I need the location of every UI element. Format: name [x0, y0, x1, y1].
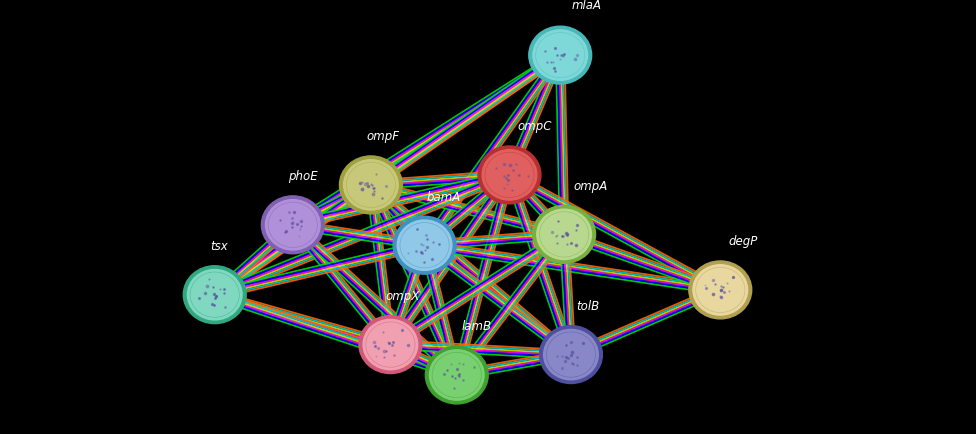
- Ellipse shape: [689, 261, 752, 319]
- Ellipse shape: [183, 266, 246, 324]
- Ellipse shape: [693, 265, 748, 315]
- Ellipse shape: [397, 220, 452, 270]
- Ellipse shape: [540, 326, 602, 384]
- Text: ompC: ompC: [517, 120, 551, 133]
- Ellipse shape: [359, 316, 422, 374]
- Ellipse shape: [533, 205, 595, 263]
- Ellipse shape: [533, 30, 588, 80]
- Ellipse shape: [478, 146, 541, 204]
- Text: bamA: bamA: [427, 191, 461, 204]
- Text: mlaA: mlaA: [572, 0, 602, 12]
- Ellipse shape: [429, 350, 484, 400]
- Text: tsx: tsx: [210, 240, 227, 253]
- Text: degP: degP: [728, 235, 757, 248]
- Ellipse shape: [537, 209, 591, 260]
- Ellipse shape: [393, 216, 456, 274]
- Ellipse shape: [187, 270, 242, 320]
- Text: tolB: tolB: [576, 300, 599, 313]
- Ellipse shape: [482, 150, 537, 200]
- Ellipse shape: [265, 200, 320, 250]
- Text: ompF: ompF: [366, 130, 399, 143]
- Ellipse shape: [262, 196, 324, 254]
- Ellipse shape: [363, 319, 418, 370]
- Ellipse shape: [544, 329, 598, 380]
- Text: ompX: ompX: [386, 290, 420, 303]
- Text: lamB: lamB: [462, 320, 492, 333]
- Ellipse shape: [344, 160, 398, 210]
- Ellipse shape: [340, 156, 402, 214]
- Text: phoE: phoE: [288, 170, 317, 183]
- Text: ompA: ompA: [574, 180, 608, 193]
- Ellipse shape: [426, 346, 488, 404]
- Ellipse shape: [529, 26, 591, 84]
